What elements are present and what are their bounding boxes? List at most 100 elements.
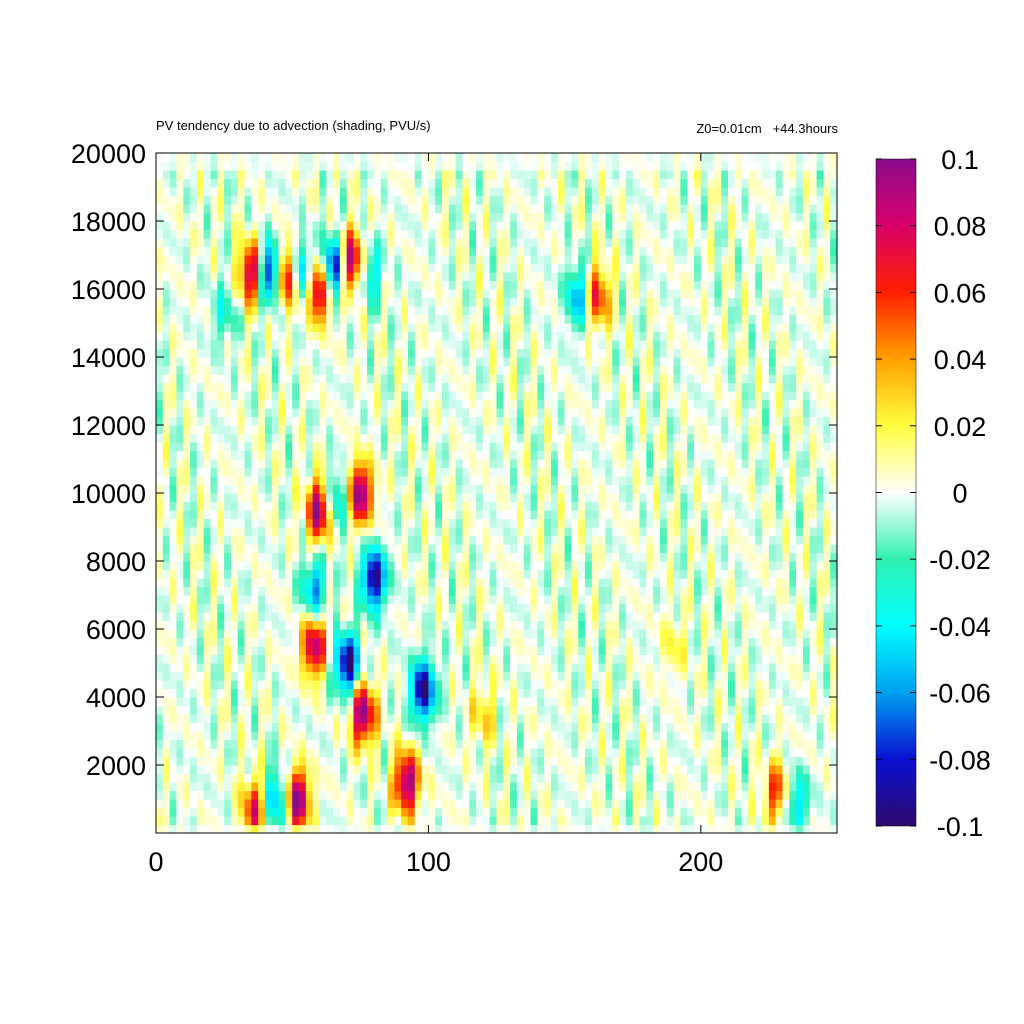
heatmap-cell [544,680,552,690]
heatmap-cell [816,561,824,571]
heatmap-cell [455,433,464,443]
heatmap-cell [251,688,259,698]
heatmap-cell [258,739,266,749]
heatmap-cell [353,527,361,537]
heatmap-cell [673,620,681,630]
heatmap-cell [625,654,634,664]
heatmap-cell [442,535,450,545]
heatmap-cell [258,790,266,800]
heatmap-cell [830,799,837,809]
heatmap-cell [550,688,559,698]
heatmap-cell [605,442,613,452]
heatmap-cell [278,544,286,554]
heatmap-cell [428,824,436,833]
heatmap-cell [802,790,811,800]
heatmap-cell [673,459,681,469]
heatmap-cell [244,433,252,443]
heatmap-cell [619,416,627,426]
heatmap-cell [802,578,811,588]
heatmap-cell [435,484,443,494]
heatmap-cell [503,671,511,681]
heatmap-cell [258,476,266,486]
heatmap-cell [210,773,218,783]
heatmap-cell [734,663,743,673]
heatmap-cell [428,629,436,639]
heatmap-cell [503,773,511,783]
heatmap-cell [605,569,613,579]
heatmap-cell [625,773,634,783]
heatmap-cell [237,782,246,792]
heatmap-cell [816,552,824,562]
heatmap-cell [448,722,457,732]
heatmap-cell [571,612,579,622]
heatmap-cell [299,535,307,545]
heatmap-cell [435,765,443,775]
heatmap-cell [557,450,566,460]
heatmap-cell [333,663,341,673]
heatmap-cell [442,501,450,511]
heatmap-cell [755,586,763,596]
heatmap-cell [612,578,620,588]
heatmap-cell [210,510,218,520]
heatmap-cell [775,773,784,783]
heatmap-cell [762,654,770,664]
heatmap-cell [237,450,246,460]
heatmap-cell [230,756,239,766]
heatmap-cell [387,416,395,426]
heatmap-cell [557,731,566,741]
heatmap-cell [448,416,457,426]
heatmap-cell [414,705,423,715]
heatmap-cell [659,569,668,579]
heatmap-cell [503,646,511,656]
heatmap-cell [496,510,504,520]
heatmap-cell [373,450,382,460]
heatmap-cell [176,705,184,715]
heatmap-cell [673,586,681,596]
heatmap-cell [748,518,756,528]
heatmap-cell [469,799,477,809]
heatmap-cell [830,748,837,758]
heatmap-cell [401,425,409,435]
heatmap-cell [550,773,559,783]
heatmap-cell [230,493,239,503]
heatmap-cell [823,595,831,605]
heatmap-cell [653,527,661,537]
heatmap-cell [591,527,600,537]
heatmap-cell [728,561,736,571]
heatmap-cell [305,731,314,741]
heatmap-cell [414,467,423,477]
heatmap-cell [210,476,218,486]
heatmap-cell [455,731,464,741]
heatmap-cell [387,561,395,571]
heatmap-cell [523,705,532,715]
heatmap-cell [190,561,198,571]
heatmap-cell [748,799,756,809]
heatmap-cell [353,408,361,418]
heatmap-cell [646,450,654,460]
heatmap-cell [346,586,355,596]
heatmap-cell [700,425,709,435]
heatmap-cell [680,612,688,622]
heatmap-cell [796,476,804,486]
heatmap-cell [190,680,198,690]
heatmap-cell [516,408,525,418]
heatmap-cell [285,671,293,681]
heatmap-cell [312,595,321,605]
heatmap-cell [830,467,837,477]
heatmap-cell [496,646,504,656]
heatmap-cell [285,629,293,639]
heatmap-cell [550,459,559,469]
heatmap-cell [598,688,607,698]
heatmap-cell [360,663,368,673]
heatmap-cell [435,586,443,596]
heatmap-cell [448,671,457,681]
heatmap-cell [789,425,797,435]
heatmap-cell [680,501,688,511]
heatmap-cell [305,773,314,783]
heatmap-cell [169,433,178,443]
heatmap-cell [557,408,566,418]
heatmap-cell [169,552,178,562]
heatmap-cell [653,765,661,775]
heatmap-cell [482,578,491,588]
heatmap-cell [442,756,450,766]
